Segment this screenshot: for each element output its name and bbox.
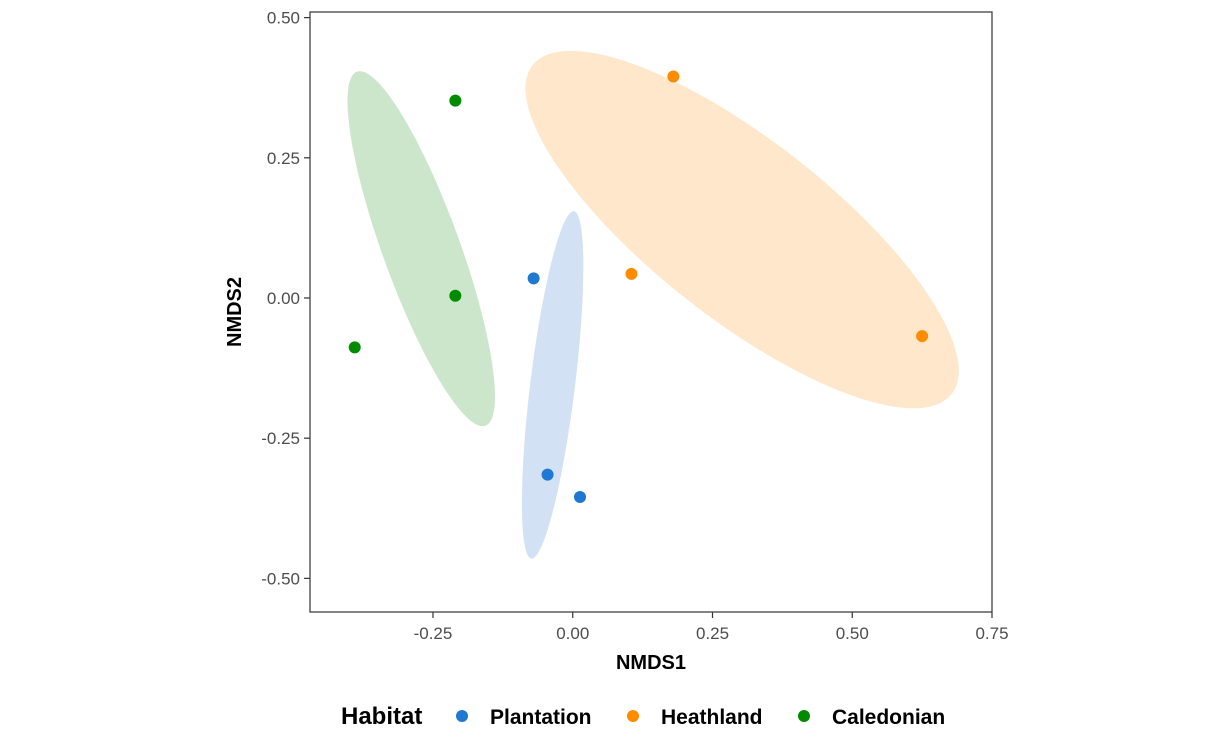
confidence-ellipses xyxy=(347,50,959,559)
ellipse-heathland xyxy=(525,50,959,409)
point-plantation xyxy=(527,272,540,285)
y-axis-title: NMDS2 xyxy=(224,277,246,347)
legend-title: Habitat xyxy=(341,703,422,730)
legend-item-caledonian: Caledonian xyxy=(798,706,945,729)
point-caledonian xyxy=(449,289,462,302)
data-points xyxy=(348,70,929,504)
x-tick-label: -0.25 xyxy=(414,624,453,643)
legend-item-heathland: Heathland xyxy=(627,706,763,729)
legend-label-plantation: Plantation xyxy=(490,706,592,729)
legend-label-caledonian: Caledonian xyxy=(832,706,945,729)
point-caledonian xyxy=(449,94,462,107)
legend-label-heathland: Heathland xyxy=(661,706,763,729)
x-tick-label: 0.25 xyxy=(696,624,729,643)
x-axis-title: NMDS1 xyxy=(616,652,686,674)
legend-key-caledonian xyxy=(798,710,810,722)
x-tick-label: 0.75 xyxy=(975,624,1008,643)
point-plantation xyxy=(574,491,587,504)
legend-item-plantation: Plantation xyxy=(456,706,592,729)
legend-key-plantation xyxy=(456,710,468,722)
y-tick-label: 0.50 xyxy=(267,9,300,28)
point-heathland xyxy=(667,70,680,83)
y-tick-label: 0.25 xyxy=(267,149,300,168)
point-heathland xyxy=(625,267,638,280)
x-axis: -0.25 0.00 0.25 0.50 0.75 xyxy=(414,612,1009,643)
x-tick-label: 0.50 xyxy=(836,624,869,643)
y-tick-label: 0.00 xyxy=(267,289,300,308)
legend: Habitat Plantation Heathland Caledonian xyxy=(341,703,945,730)
ellipse-caledonian xyxy=(347,71,495,427)
x-tick-label: 0.00 xyxy=(556,624,589,643)
point-caledonian xyxy=(348,341,361,354)
ellipse-plantation xyxy=(521,211,584,559)
y-tick-label: -0.50 xyxy=(261,569,300,588)
legend-key-heathland xyxy=(627,710,639,722)
y-tick-label: -0.25 xyxy=(261,429,300,448)
plot-panel-border xyxy=(309,11,993,613)
y-axis: -0.50 -0.25 0.00 0.25 0.50 xyxy=(261,9,310,588)
point-plantation xyxy=(541,468,554,481)
point-heathland xyxy=(916,330,929,343)
